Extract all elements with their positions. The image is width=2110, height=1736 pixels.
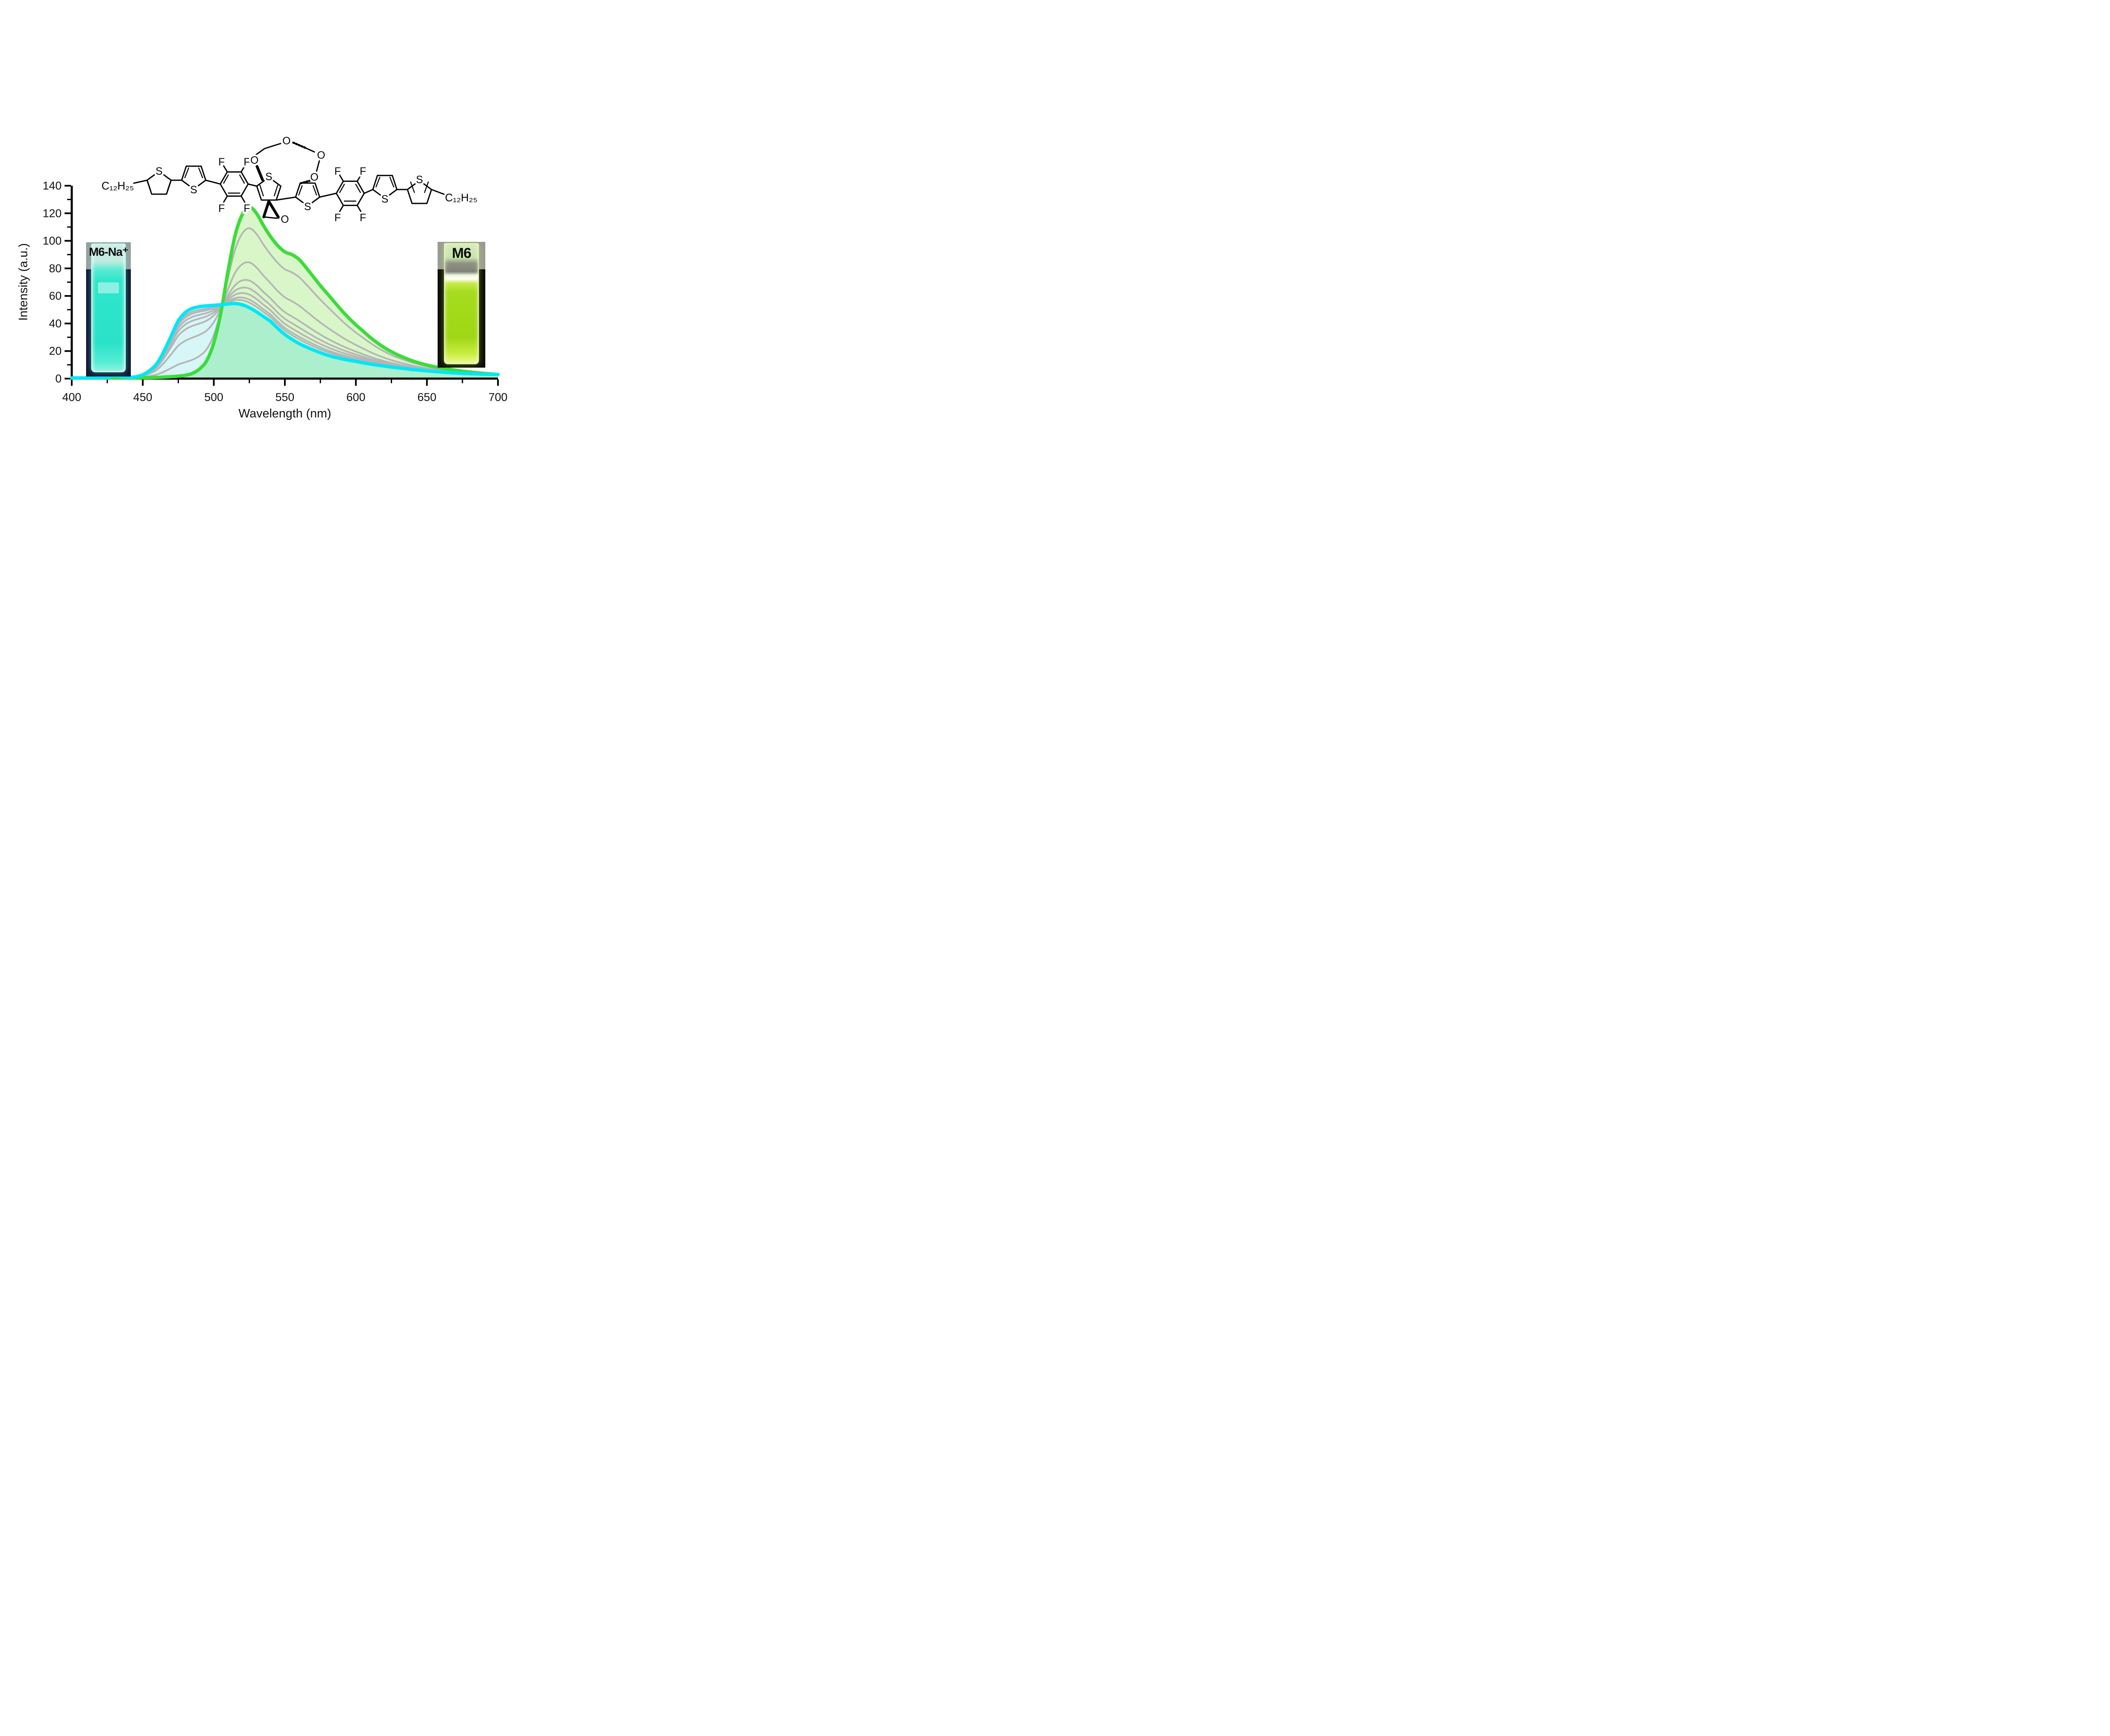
crown-ether-hash-bonds bbox=[292, 141, 311, 184]
atom-label-o: O bbox=[281, 214, 289, 225]
y-ticks: 0 20 40 60 80 100 120 140 bbox=[43, 179, 71, 385]
y-tick-label: 20 bbox=[49, 345, 62, 357]
atom-label-f: F bbox=[334, 212, 341, 224]
atom-label-f: F bbox=[360, 212, 366, 224]
thiophene-ring bbox=[407, 180, 432, 204]
atom-label-f: F bbox=[218, 203, 225, 214]
x-tick-label: 700 bbox=[488, 391, 507, 404]
thiophene-ring bbox=[372, 175, 398, 199]
atom-label-s: S bbox=[304, 201, 311, 213]
atom-label-o: O bbox=[250, 154, 258, 166]
x-tick-label: 400 bbox=[62, 391, 81, 404]
x-tick-label: 550 bbox=[275, 391, 294, 404]
y-tick-label: 120 bbox=[43, 207, 62, 219]
x-ticks: 400 450 500 550 600 650 700 bbox=[62, 379, 508, 404]
atom-label-s: S bbox=[381, 193, 389, 205]
cuvette-photo-m6-na: M6-Na⁺ bbox=[86, 242, 131, 376]
x-axis-title: Wavelength (nm) bbox=[238, 407, 331, 420]
x-tick-label: 500 bbox=[204, 391, 223, 404]
x-tick-label: 450 bbox=[133, 391, 152, 404]
thiophene-ring bbox=[181, 165, 206, 190]
m6-curve bbox=[70, 205, 500, 380]
thiophene-ring bbox=[295, 182, 320, 207]
cuvette-label-m6: M6 bbox=[452, 245, 471, 261]
cuvette-label-m6-na: M6-Na⁺ bbox=[89, 245, 129, 258]
y-tick-label: 100 bbox=[43, 235, 62, 247]
y-tick-label: 40 bbox=[49, 317, 62, 330]
atom-label-f: F bbox=[360, 165, 366, 177]
atom-label-alkyl: C₁₂H₂₅ bbox=[102, 179, 134, 192]
atom-label-o: O bbox=[317, 149, 325, 161]
atom-label-f: F bbox=[218, 156, 225, 168]
y-tick-label: 80 bbox=[49, 262, 62, 275]
thiophene-ring bbox=[146, 171, 172, 195]
y-axis-title: Intensity (a.u.) bbox=[16, 243, 30, 321]
benzene-ring bbox=[219, 171, 249, 197]
crown-ether-bonds bbox=[252, 143, 320, 174]
benzene-ring bbox=[335, 180, 365, 206]
atom-label-s: S bbox=[156, 165, 163, 177]
atom-label-s: S bbox=[265, 171, 273, 183]
x-tick-label: 600 bbox=[346, 391, 365, 404]
y-tick-label: 140 bbox=[43, 179, 62, 192]
m6-area-fill bbox=[72, 207, 498, 379]
m6-na-curve bbox=[70, 302, 500, 380]
cuvette-sticker bbox=[97, 282, 119, 293]
crown-ether-wedge-bond bbox=[255, 165, 264, 181]
x-tick-label: 650 bbox=[417, 391, 436, 404]
overlap-area-fill bbox=[72, 303, 498, 379]
cuvette-glass bbox=[444, 243, 479, 364]
atom-label-f: F bbox=[243, 203, 250, 214]
chain-bonds bbox=[133, 179, 447, 201]
atom-label-o: O bbox=[310, 171, 318, 183]
double-bonds bbox=[147, 167, 429, 202]
fluorine-bonds bbox=[223, 165, 362, 212]
epoxide-bonds bbox=[262, 200, 280, 219]
figure: 400 450 500 550 600 650 700 0 20 40 60 80 100 120 140 … bbox=[0, 0, 636, 434]
atom-label-alkyl: C₁₂H₂₅ bbox=[445, 191, 478, 204]
atom-label-s: S bbox=[416, 174, 423, 186]
emission-spectra-chart: 400 450 500 550 600 650 700 0 20 40 60 80 100 120 140 bbox=[43, 179, 508, 404]
cuvette-photo-m6: M6 bbox=[438, 242, 485, 368]
epoxide-edge bbox=[263, 216, 278, 219]
atom-label-o: O bbox=[282, 135, 290, 147]
atom-label-f: F bbox=[243, 156, 250, 168]
y-tick-label: 60 bbox=[49, 290, 62, 302]
atom-label-s: S bbox=[190, 184, 197, 196]
atom-label-f: F bbox=[334, 165, 341, 177]
y-tick-label: 0 bbox=[55, 372, 62, 385]
cuvette-glass bbox=[91, 244, 126, 372]
